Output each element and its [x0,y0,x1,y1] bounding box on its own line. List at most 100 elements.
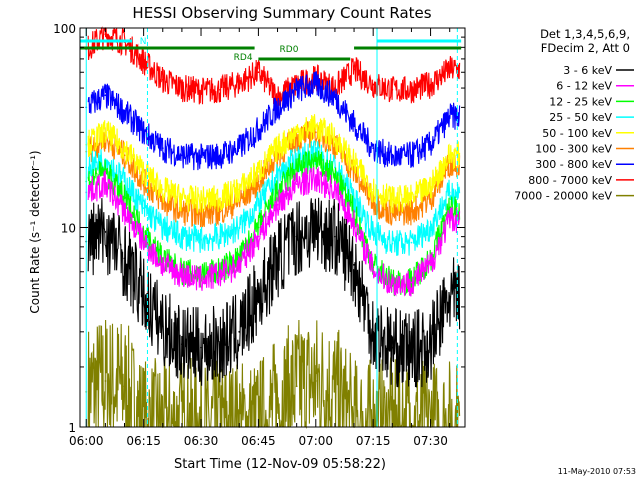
data-point-3-3 [142,207,145,210]
legend-label-7: 800 - 7000 keV [528,174,612,187]
data-point-6-10 [276,106,279,109]
data-point-0-15 [372,330,375,333]
data-point-1-4 [161,263,164,266]
data-point-4-12 [314,125,317,128]
data-point-1-16 [391,283,394,286]
x-tick-label-6: 07:30 [413,434,448,448]
data-point-6-13 [334,96,336,99]
data-point-4-7 [219,197,222,200]
data-point-1-19 [448,218,451,221]
data-point-2-10 [276,191,279,194]
data-point-6-18 [429,143,432,146]
data-point-7-15 [372,83,375,86]
data-point-7-3 [142,60,145,63]
data-point-0-12 [314,226,317,229]
x-tick-label-1: 06:15 [126,434,161,448]
data-point-8-11 [295,385,298,388]
data-point-2-11 [295,166,298,169]
data-point-2-9 [257,226,260,229]
data-point-1-7 [219,273,222,276]
data-point-0-5 [180,343,183,346]
series-line-4 [87,114,461,214]
data-point-6-12 [314,83,317,86]
legend-header-line-2: FDecim 2, Att 0 [541,41,630,55]
data-point-4-14 [353,162,355,165]
data-point-3-15 [372,231,375,233]
data-point-6-7 [219,154,222,157]
data-point-5-17 [410,210,413,213]
data-point-3-4 [161,226,164,229]
data-point-8-13 [334,390,336,393]
data-point-6-9 [257,128,260,131]
data-point-6-2 [123,110,126,113]
annotation-n: N [140,37,147,47]
data-point-4-9 [257,170,260,173]
data-point-7-9 [257,71,260,74]
data-point-3-9 [257,203,260,206]
data-point-1-15 [372,268,375,270]
data-point-0-16 [391,346,394,349]
data-point-0-17 [410,350,413,353]
data-point-8-10 [276,403,279,406]
legend: 3 - 6 keV 6 - 12 keV 12 - 25 keV 25 - 50 ke… [514,64,634,203]
data-point-2-13 [334,175,336,178]
footer-date: 11-May-2010 07:53 [558,467,636,476]
data-point-4-15 [372,188,375,191]
data-point-7-17 [410,88,413,91]
data-point-4-13 [334,137,336,140]
data-point-0-4 [161,325,164,328]
legend-label-6: 300 - 800 keV [535,158,612,171]
data-point-3-6 [200,238,202,241]
data-point-0-9 [257,295,260,298]
data-point-4-4 [161,188,164,191]
legend-label-1: 6 - 12 keV [556,80,612,93]
data-point-1-13 [334,188,336,191]
data-point-7-5 [180,87,183,89]
data-point-4-6 [200,199,202,202]
data-point-0-2 [123,257,126,260]
data-point-4-3 [142,170,145,173]
data-point-3-18 [429,226,432,229]
data-point-6-19 [448,115,451,118]
data-point-7-18 [429,83,432,86]
data-point-0-8 [238,330,241,333]
series-line-7 [87,26,461,111]
data-point-4-10 [276,147,279,150]
data-point-1-8 [238,263,241,266]
data-point-2-12 [314,160,317,163]
data-point-4-2 [123,147,126,150]
data-point-1-14 [353,222,355,225]
data-point-1-9 [257,235,260,238]
data-point-3-14 [353,197,355,200]
data-point-6-14 [353,123,355,125]
data-point-1-1 [104,183,107,186]
legend-label-3: 25 - 50 keV [549,111,612,124]
data-point-3-2 [123,180,126,183]
data-point-3-1 [104,158,107,161]
data-point-7-7 [219,88,222,91]
data-point-5-9 [257,180,260,183]
data-point-0-1 [104,231,107,233]
data-point-3-5 [180,235,183,238]
series-line-3 [87,140,461,256]
data-point-5-6 [200,212,202,215]
data-point-2-2 [123,197,126,200]
data-point-6-11 [295,88,298,91]
series-line-6 [87,71,461,171]
data-point-4-18 [429,185,432,188]
x-axis-label: Start Time (12-Nov-09 05:58:22) [174,457,386,472]
data-point-7-4 [161,78,164,81]
data-point-1-18 [429,263,432,266]
x-tick-label-0: 06:00 [69,434,104,448]
data-point-4-16 [391,198,394,201]
data-point-1-12 [314,178,317,180]
data-point-7-19 [448,68,451,71]
data-point-0-18 [429,343,432,346]
data-point-5-7 [219,210,222,213]
data-point-1-6 [200,278,202,281]
data-point-7-13 [334,87,336,89]
data-point-4-17 [410,197,413,200]
data-point-8-2 [123,385,126,388]
data-point-7-14 [353,68,355,71]
